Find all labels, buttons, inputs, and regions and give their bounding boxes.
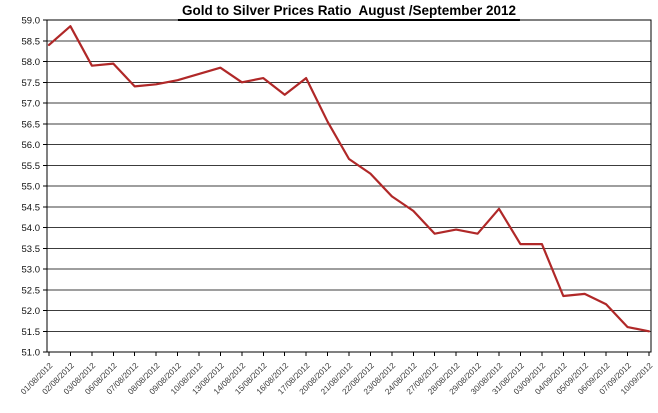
y-tick-label: 55.0 [22, 182, 41, 193]
y-tick-label: 56.0 [22, 140, 41, 151]
y-tick-label: 52.0 [22, 306, 41, 317]
y-tick-label: 56.5 [22, 119, 41, 130]
y-tick-label: 58.5 [22, 36, 41, 47]
y-tick-label: 58.0 [22, 57, 41, 68]
y-tick-label: 59.0 [22, 16, 41, 27]
y-tick-label: 57.0 [22, 99, 41, 110]
y-tick-label: 53.0 [22, 265, 41, 276]
y-tick-label: 52.5 [22, 285, 41, 296]
y-tick-label: 57.5 [22, 78, 41, 89]
y-tick-label: 55.5 [22, 161, 41, 172]
series-line [47, 25, 651, 333]
y-tick-label: 54.0 [22, 223, 41, 234]
y-tick-label: 54.5 [22, 202, 41, 213]
y-tick-label: 51.5 [22, 327, 41, 338]
y-tick-label: 51.0 [22, 348, 41, 359]
chart-title: Gold to Silver Prices Ratio August /Sept… [177, 3, 521, 21]
y-tick-label: 53.5 [22, 244, 41, 255]
